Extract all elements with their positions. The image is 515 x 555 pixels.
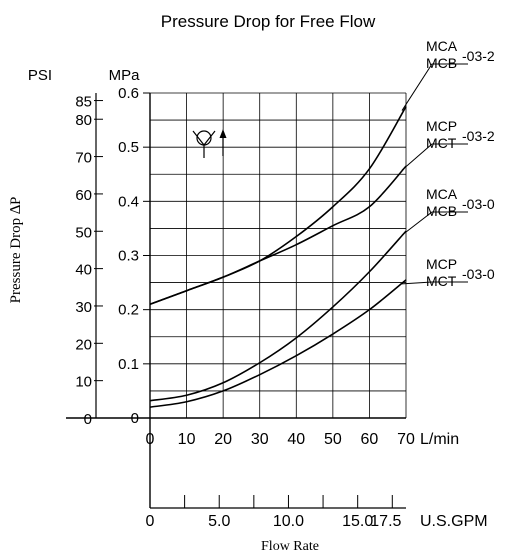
psi-tick-label: 80	[75, 112, 92, 129]
psi-tick-label: 60	[75, 187, 92, 204]
x-tick-label: 60	[361, 431, 379, 448]
y-tick-label: 0.3	[118, 248, 139, 265]
series-label-line1: MCA	[426, 38, 458, 54]
series-label-suffix: -03-0	[462, 196, 495, 212]
y-tick-label: 0.4	[118, 193, 139, 210]
y-tick-label: 0.5	[118, 139, 139, 156]
series-label-suffix: -03-2	[462, 48, 495, 64]
y-tick-label: 0	[131, 410, 139, 427]
gpm-tick-label: 17.5	[370, 513, 401, 530]
gpm-tick-label: 10.0	[273, 513, 304, 530]
series-line	[149, 230, 407, 402]
series-line	[149, 279, 407, 408]
series-label-line2: MCB	[426, 203, 457, 219]
psi-tick-label: 20	[75, 336, 92, 353]
x-tick-label: 20	[214, 431, 232, 448]
psi-tick-label: 40	[75, 262, 92, 279]
series-label-line2: MCB	[426, 55, 457, 71]
series-label-line1: MCA	[426, 186, 458, 202]
series-label-line2: MCT	[426, 273, 457, 289]
y-axis-label: Pressure Drop ∆P	[8, 197, 24, 304]
series-label-line1: MCP	[426, 118, 457, 134]
x-tick-label: 70	[397, 431, 415, 448]
psi-tick-label: 10	[75, 374, 92, 391]
series-leader-line	[401, 281, 468, 285]
series-leader-line	[401, 143, 468, 171]
series-leader-line	[401, 211, 468, 236]
chart-title: Pressure Drop for Free Flow	[161, 12, 376, 31]
x-axis-label: Flow Rate	[261, 539, 319, 554]
series-label-line1: MCP	[426, 256, 457, 272]
check-valve-symbol	[189, 119, 227, 161]
primary-x-unit-label: L/min	[420, 431, 459, 448]
series-label-line2: MCT	[426, 135, 457, 151]
secondary-x-unit-label: U.S.GPM	[420, 513, 488, 530]
series-leader-line	[401, 63, 468, 111]
secondary-y-unit-label: PSI	[28, 67, 52, 84]
gpm-tick-label: 15.0	[342, 513, 373, 530]
psi-tick-label: 70	[75, 150, 92, 167]
x-tick-label: 40	[287, 431, 305, 448]
gpm-tick-label: 0	[146, 513, 155, 530]
psi-tick-label: 30	[75, 299, 92, 316]
y-tick-label: 0.1	[118, 356, 139, 373]
x-tick-label: 10	[178, 431, 196, 448]
series-label-suffix: -03-0	[462, 266, 495, 282]
y-tick-label: 0.2	[118, 302, 139, 319]
psi-tick-label: 50	[75, 224, 92, 241]
x-tick-label: 50	[324, 431, 342, 448]
series-label-suffix: -03-2	[462, 128, 495, 144]
y-tick-label: 0.6	[118, 85, 139, 102]
gpm-tick-label: 5.0	[208, 513, 230, 530]
psi-tick-label: 0	[84, 411, 92, 428]
x-tick-label: 30	[251, 431, 269, 448]
x-tick-label: 0	[146, 431, 155, 448]
series-line	[149, 165, 407, 306]
psi-tick-label: 85	[75, 94, 92, 111]
primary-y-unit-label: MPa	[109, 67, 141, 84]
